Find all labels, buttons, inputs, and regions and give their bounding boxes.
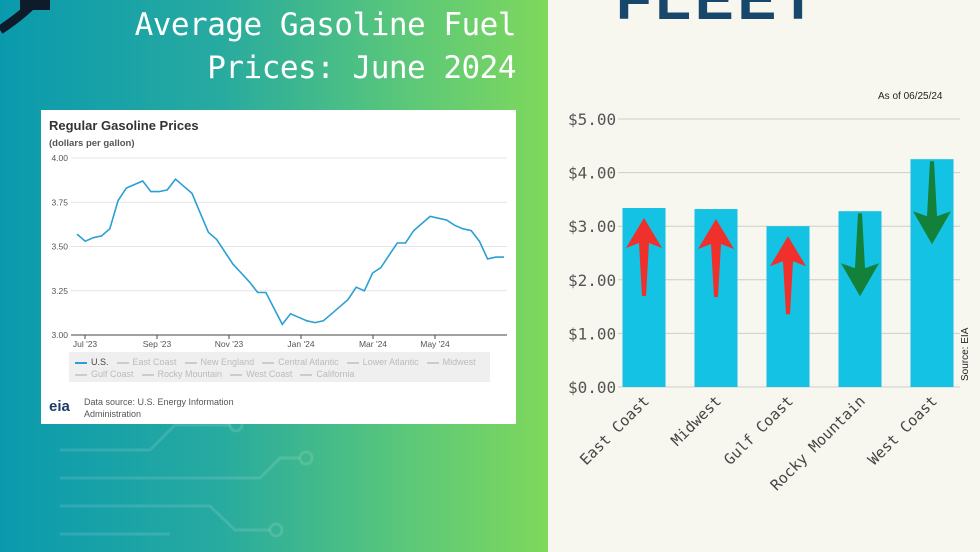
- price-up-arrow-icon: [770, 236, 806, 315]
- x-tick-label: Jul '23: [73, 339, 98, 349]
- us-price-line: [76, 178, 504, 326]
- x-tick-label: Nov '23: [215, 339, 244, 349]
- legend-entry[interactable]: California: [300, 368, 354, 380]
- eia-chart-title: Regular Gasoline Prices: [49, 118, 199, 133]
- legend-entry[interactable]: Central Atlantic: [262, 356, 339, 368]
- price-down-arrow-icon: [913, 161, 951, 245]
- price-up-arrow-icon: [626, 217, 662, 296]
- headline-line-1: Average Gasoline Fuel: [134, 7, 517, 43]
- legend-entry[interactable]: East Coast: [117, 356, 177, 368]
- y-tick-label: 3.50: [51, 242, 68, 252]
- infographic-right-panel: FLEET As of 06/25/24 $0.00 $1.00 $2.00 $3.0…: [548, 0, 980, 552]
- price-down-arrow-icon: [841, 213, 879, 297]
- regional-bar-chart: $0.00 $1.00 $2.00 $3.00 $4.00 $5.00 East Coast…: [568, 110, 960, 494]
- circuit-decoration: [0, 0, 50, 34]
- x-category-label: Gulf Coast: [720, 392, 797, 469]
- y-tick-label: $1.00: [568, 324, 616, 343]
- y-tick-label: $3.00: [568, 217, 616, 236]
- as-of-date: As of 06/25/24: [878, 91, 943, 102]
- legend-entry[interactable]: Lower Atlantic: [347, 356, 419, 368]
- headline: Average Gasoline Fuel Prices: June 2024: [36, 4, 517, 90]
- legend-entry[interactable]: New England: [185, 356, 255, 368]
- y-tick-label: 4.00: [51, 153, 68, 163]
- legend-entry[interactable]: Rocky Mountain: [142, 368, 223, 380]
- x-tick-label: Mar '24: [359, 339, 387, 349]
- y-tick-label: $2.00: [568, 271, 616, 290]
- legend-entry[interactable]: Gulf Coast: [75, 368, 134, 380]
- eia-chart-legend: U.S. East Coast New England Central Atlanti…: [69, 352, 490, 382]
- y-tick-label: $5.00: [568, 110, 616, 129]
- brand-logo: FLEET: [616, 0, 820, 33]
- x-tick-label: Sep '23: [143, 339, 172, 349]
- x-category-label: West Coast: [864, 392, 941, 469]
- legend-entry[interactable]: Midwest: [427, 356, 476, 368]
- headline-line-2: Prices: June 2024: [207, 50, 516, 86]
- y-tick-label: 3.75: [51, 197, 68, 207]
- legend-entry[interactable]: West Coast: [230, 368, 292, 380]
- x-tick-label: May '24: [420, 339, 450, 349]
- eia-line-chart: 4.00 3.75 3.50 3.25 3.00 Jul '23 Sep '23 Nov '2…: [51, 153, 507, 349]
- y-tick-label: 3.25: [51, 286, 68, 296]
- y-tick-label: $0.00: [568, 378, 616, 397]
- eia-chart-card: 4.00 3.75 3.50 3.25 3.00 Jul '23 Sep '23 Nov '2…: [41, 110, 516, 424]
- infographic-left-panel: Average Gasoline Fuel Prices: June 2024 …: [0, 0, 548, 552]
- y-tick-label: 3.00: [51, 330, 68, 340]
- price-up-arrow-icon: [698, 219, 734, 298]
- x-tick-label: Jan '24: [287, 339, 314, 349]
- x-category-label: Midwest: [667, 392, 724, 449]
- source-label: Source: EIA: [960, 327, 971, 381]
- y-tick-label: $4.00: [568, 164, 616, 183]
- eia-chart-subtitle: (dollars per gallon): [49, 138, 135, 149]
- eia-source-text: Data source: U.S. Energy Information Adm…: [84, 397, 234, 419]
- fuel-nozzle-icon: [0, 0, 42, 34]
- legend-entry[interactable]: U.S.: [75, 356, 109, 368]
- eia-logo: eia: [49, 398, 70, 415]
- x-category-label: East Coast: [576, 392, 653, 469]
